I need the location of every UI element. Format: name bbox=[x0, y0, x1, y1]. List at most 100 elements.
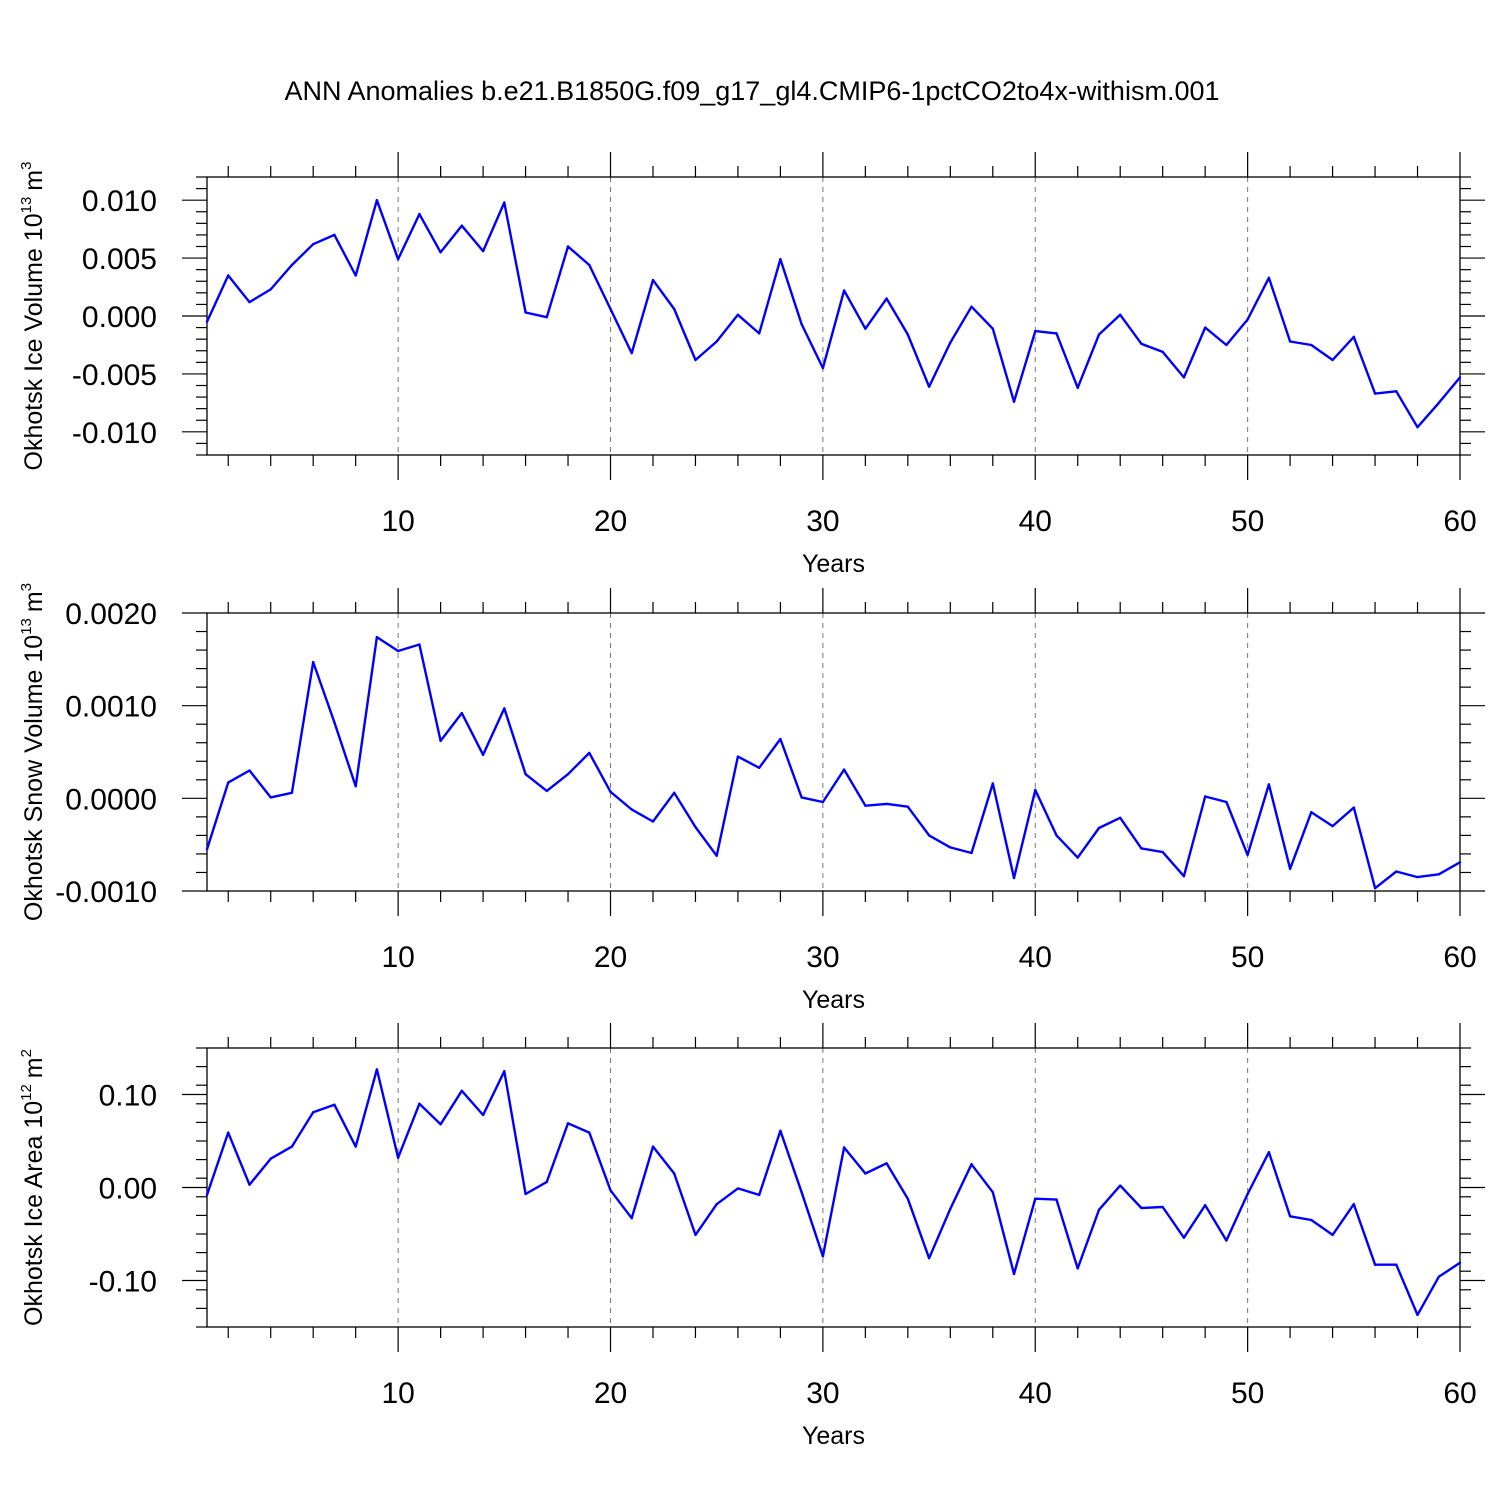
data-point bbox=[418, 1102, 421, 1106]
data-point bbox=[1161, 1205, 1164, 1209]
data-point bbox=[715, 854, 718, 857]
data-point bbox=[1055, 834, 1058, 837]
data-point bbox=[1416, 875, 1419, 879]
data-point bbox=[736, 755, 740, 758]
data-point bbox=[651, 820, 655, 823]
data-point bbox=[885, 802, 888, 806]
data-point bbox=[906, 1197, 910, 1200]
data-point bbox=[566, 245, 570, 248]
data-point bbox=[1267, 1150, 1271, 1154]
data-point bbox=[566, 773, 570, 776]
data-point bbox=[1076, 386, 1079, 390]
data-point bbox=[1182, 376, 1186, 379]
y-label-text: Okhotsk Snow Volume 10 bbox=[20, 635, 48, 921]
data-point bbox=[1267, 276, 1271, 279]
data-point bbox=[524, 311, 527, 314]
data-point bbox=[779, 737, 782, 741]
data-point bbox=[248, 300, 251, 304]
data-point bbox=[588, 1131, 591, 1134]
data-point bbox=[1055, 1198, 1058, 1201]
data-point bbox=[205, 320, 209, 323]
data-point bbox=[333, 233, 336, 237]
data-point bbox=[800, 1190, 803, 1194]
data-point bbox=[991, 782, 994, 785]
data-point bbox=[269, 1157, 272, 1160]
data-point bbox=[333, 1103, 336, 1106]
y-tick-label: -0.005 bbox=[72, 359, 157, 392]
data-point bbox=[694, 1233, 697, 1237]
data-point bbox=[864, 1172, 867, 1175]
data-point bbox=[1395, 870, 1398, 873]
data-point bbox=[311, 242, 315, 246]
data-point bbox=[821, 800, 825, 804]
data-point bbox=[439, 739, 442, 743]
y-label-unit-exponent: 3 bbox=[18, 162, 35, 170]
data-point bbox=[205, 848, 209, 851]
y-tick-label: 0.005 bbox=[82, 243, 157, 276]
data-point bbox=[1395, 390, 1398, 393]
data-point bbox=[1373, 1263, 1377, 1266]
data-point bbox=[439, 1123, 442, 1126]
data-point bbox=[991, 1190, 994, 1194]
x-tick-label: 50 bbox=[1231, 505, 1264, 538]
data-point bbox=[821, 1255, 825, 1258]
y-axis-label: Okhotsk Snow Volume 1013 m3 bbox=[18, 583, 48, 921]
data-point bbox=[1203, 326, 1207, 329]
data-point bbox=[1331, 824, 1334, 828]
data-point bbox=[588, 751, 591, 755]
data-point bbox=[524, 1192, 527, 1196]
y-tick-label: 0.0020 bbox=[65, 598, 157, 631]
data-point bbox=[375, 198, 379, 202]
data-point bbox=[651, 1145, 655, 1148]
data-point bbox=[1182, 874, 1186, 878]
data-point bbox=[1225, 1239, 1228, 1242]
data-point bbox=[1119, 313, 1122, 317]
data-point bbox=[588, 263, 591, 267]
y-axis-label: Okhotsk Ice Volume 1013 m3 bbox=[18, 162, 48, 471]
y-tick-label: 0.00 bbox=[99, 1173, 157, 1206]
y-label-text: Okhotsk Ice Volume 10 bbox=[20, 213, 48, 470]
data-point bbox=[885, 1162, 888, 1165]
y-label-unit-exponent: 2 bbox=[18, 1049, 35, 1057]
data-point bbox=[333, 721, 336, 724]
y-tick-label: 0.10 bbox=[99, 1080, 157, 1113]
x-tick-label: 20 bbox=[594, 941, 627, 974]
data-point bbox=[991, 327, 994, 330]
data-point bbox=[694, 358, 697, 362]
data-point bbox=[906, 805, 910, 808]
plot-frame bbox=[206, 176, 1461, 456]
data-point bbox=[949, 1207, 952, 1211]
data-point bbox=[736, 1187, 740, 1190]
y-label-exponent: 12 bbox=[18, 1084, 35, 1101]
data-point bbox=[396, 258, 400, 261]
data-point bbox=[1097, 1208, 1101, 1212]
x-tick-label: 60 bbox=[1443, 1377, 1476, 1410]
y-tick-label: 0.0010 bbox=[65, 691, 157, 724]
data-point bbox=[227, 274, 230, 277]
data-point bbox=[460, 224, 464, 227]
panels: 10 20 30 40 50 60 0.010 0.005 0.000 -0.005 -0.010 Y… bbox=[18, 152, 1485, 1450]
data-point bbox=[1395, 1263, 1398, 1266]
data-point bbox=[1267, 783, 1271, 786]
y-label-exponent: 13 bbox=[18, 197, 35, 214]
data-point bbox=[1119, 1184, 1122, 1187]
data-point bbox=[1288, 1215, 1292, 1218]
y-label-text: Okhotsk Ice Area 10 bbox=[20, 1101, 48, 1326]
data-point bbox=[970, 851, 973, 855]
data-point bbox=[503, 1070, 506, 1073]
data-point bbox=[460, 711, 464, 715]
x-tick-label: 60 bbox=[1443, 941, 1476, 974]
data-point bbox=[1373, 887, 1377, 890]
y-tick-label: 0.010 bbox=[82, 185, 157, 218]
data-point bbox=[1012, 876, 1016, 880]
data-point bbox=[481, 249, 485, 253]
data-point bbox=[1373, 392, 1377, 395]
data-point bbox=[311, 660, 315, 664]
data-point bbox=[1203, 795, 1207, 798]
data-point bbox=[1097, 826, 1101, 830]
data-point bbox=[1012, 400, 1016, 403]
y-label-unit: m bbox=[20, 1057, 48, 1078]
data-point bbox=[1225, 343, 1228, 347]
data-point bbox=[1331, 1233, 1334, 1237]
plot-frame bbox=[206, 612, 1461, 892]
